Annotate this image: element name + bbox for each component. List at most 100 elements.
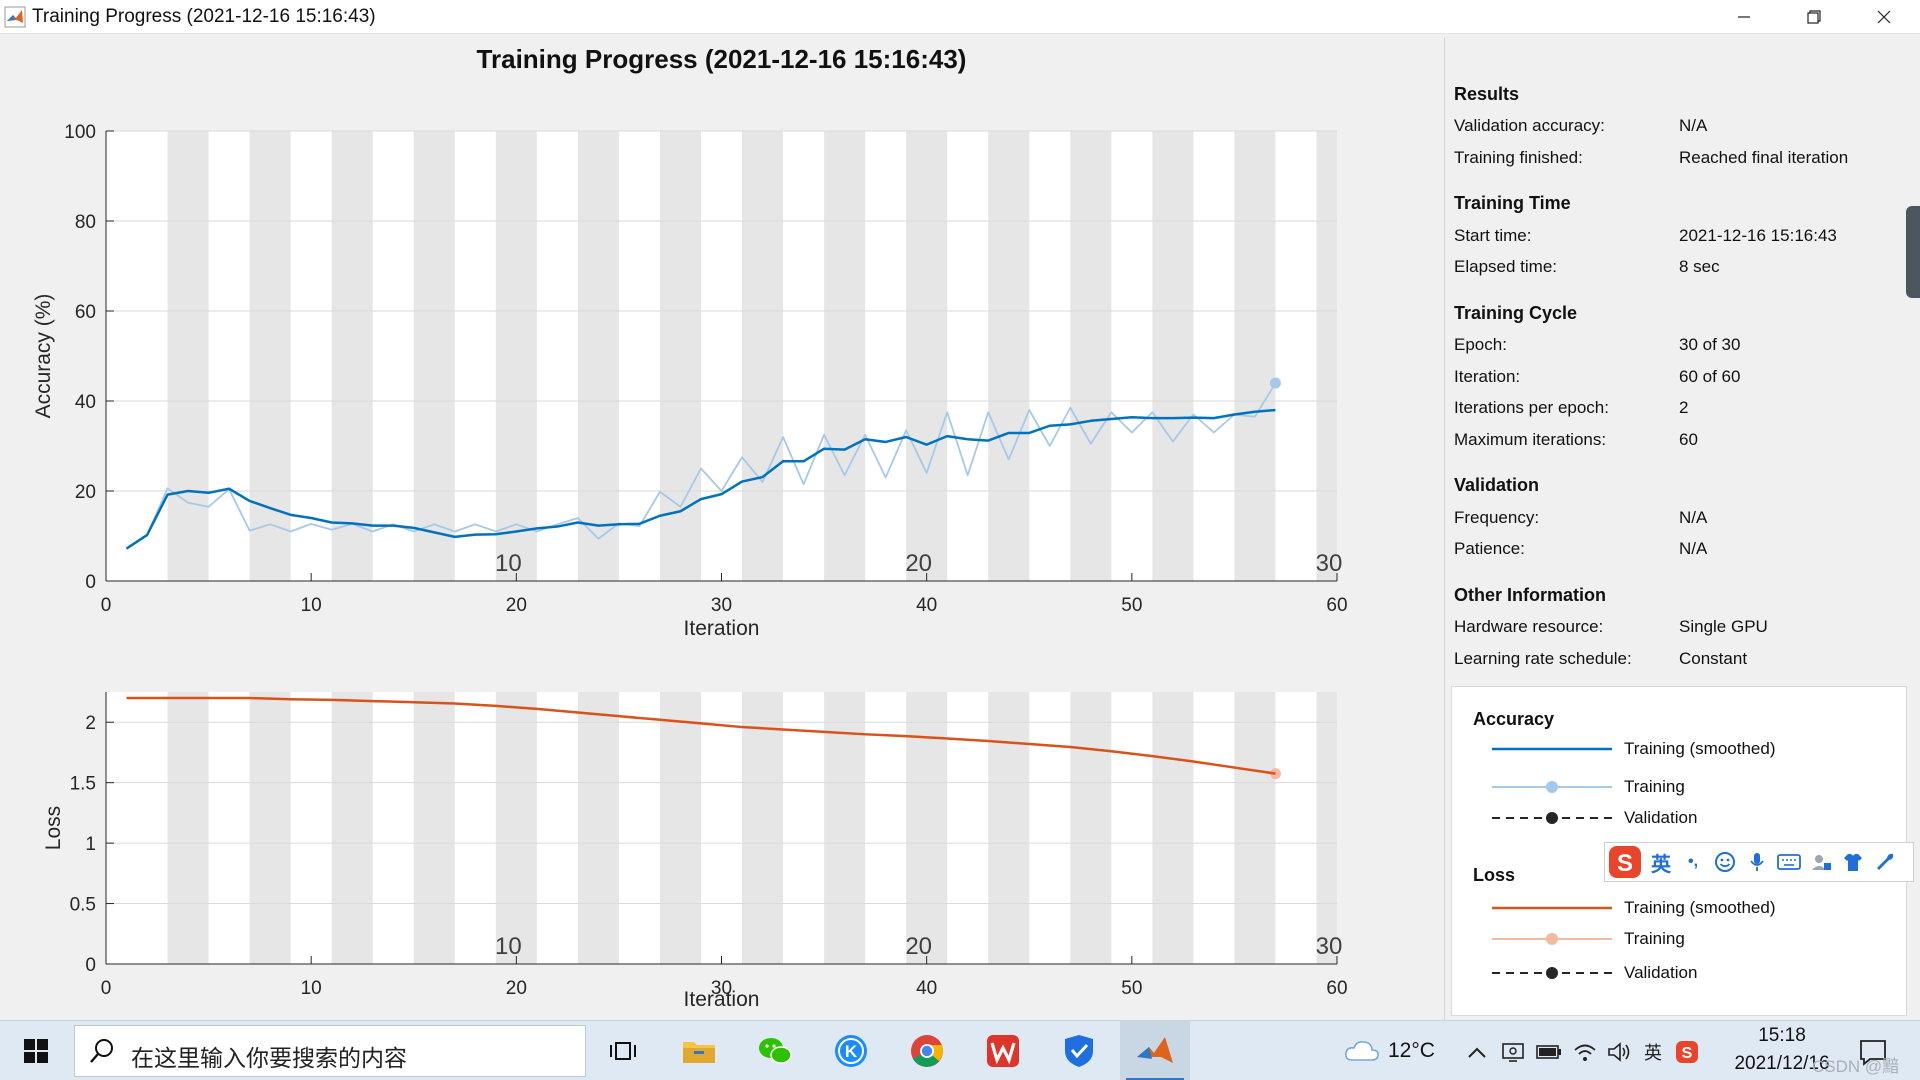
window-title: Training Progress (2021-12-16 15:16:43) [32, 6, 376, 27]
task-view-icon [610, 1042, 636, 1060]
loss-y-tick-label: 0 [85, 955, 96, 976]
minimize-icon [1738, 16, 1750, 18]
taskbar-app-chrome[interactable] [892, 1021, 962, 1080]
legend-accuracy-training: Training [1452, 773, 1908, 803]
clock[interactable]: 15:18 2021/12/16 [1712, 1025, 1852, 1075]
close-button[interactable] [1849, 0, 1919, 34]
legend-loss-validation: Validation [1452, 959, 1908, 989]
training-time-title: Training Time [1454, 193, 1571, 213]
task-view-button[interactable] [588, 1021, 658, 1080]
battery-icon[interactable] [1536, 1039, 1562, 1065]
legend-accuracy-title: Accuracy [1473, 709, 1555, 729]
loss-series-training-smoothed [126, 696, 1276, 775]
taskbar-search[interactable]: 在这里输入你要搜索的内容 [74, 1025, 586, 1077]
taskbar-app-wps[interactable] [968, 1021, 1038, 1080]
loss-y-tick-label: 0.5 [70, 895, 96, 916]
loss-x-tick-label: 40 [916, 978, 937, 999]
wifi-icon[interactable] [1572, 1039, 1598, 1065]
accuracy-y-tick-label: 40 [75, 392, 96, 413]
search-icon [90, 1039, 113, 1063]
accuracy-epoch-band [413, 131, 455, 581]
patience-value: N/A [1679, 539, 1708, 558]
close-icon [1877, 10, 1891, 24]
taskbar-app-kugou[interactable]: K [816, 1021, 886, 1080]
matlab-icon [4, 6, 26, 28]
tray-weather[interactable]: 12°C [1344, 1021, 1435, 1080]
display-icon[interactable] [1500, 1039, 1526, 1065]
learning-rate-schedule-value: Constant [1679, 649, 1748, 668]
legend-line-icon [1492, 747, 1612, 751]
legend-loss-smoothed: Training (smoothed) [1452, 894, 1908, 924]
maximum-iterations-value: 60 [1679, 430, 1698, 449]
accuracy-epoch-band [331, 131, 373, 581]
accuracy-y-tick-label: 100 [64, 122, 96, 143]
legend-loss-training-label: Training [1624, 929, 1685, 948]
watermark: CSDN @黯 [1812, 1057, 1900, 1076]
frequency-label: Frequency: [1454, 508, 1540, 527]
skin-icon[interactable] [1837, 846, 1869, 878]
start-button[interactable] [8, 1021, 64, 1080]
sogou-tray-icon[interactable]: S [1674, 1039, 1700, 1065]
volume-icon[interactable] [1606, 1039, 1632, 1065]
elapsed-time-value: 8 sec [1679, 257, 1720, 276]
svg-text:K: K [845, 1042, 858, 1061]
accuracy-x-tick-label: 60 [1326, 595, 1347, 616]
accuracy-last-point-marker [1269, 377, 1281, 389]
svg-text:S: S [1617, 850, 1633, 877]
window-titlebar: Training Progress (2021-12-16 15:16:43) [0, 0, 1920, 34]
user-icon[interactable] [1805, 846, 1837, 878]
microphone-icon[interactable] [1741, 846, 1773, 878]
ime-lang-toggle[interactable]: 英 [1651, 853, 1671, 876]
matlab-icon [1137, 1037, 1173, 1063]
accuracy-x-tick-label: 0 [101, 595, 112, 616]
accuracy-epoch-band [577, 131, 619, 581]
iteration-label: Iteration: [1454, 367, 1521, 386]
elapsed-time-label: Elapsed time: [1454, 257, 1557, 276]
taskbar-app-matlab[interactable] [1120, 1021, 1190, 1080]
accuracy-y-tick-label: 0 [85, 572, 96, 593]
accuracy-epoch-label: 20 [905, 550, 932, 577]
clock-time: 15:18 [1758, 1025, 1806, 1046]
windows-icon [24, 1039, 48, 1063]
patience-label: Patience: [1454, 539, 1525, 558]
chevron-up-icon[interactable] [1464, 1039, 1490, 1065]
loss-y-tick-label: 1.5 [70, 774, 96, 795]
other-information-title: Other Information [1454, 585, 1606, 605]
wps-icon [987, 1035, 1019, 1067]
accuracy-epoch-label: 10 [495, 550, 522, 577]
validation-accuracy-label: Validation accuracy: [1454, 116, 1605, 135]
emoji-icon[interactable] [1709, 846, 1741, 878]
taskbar-app-security[interactable] [1044, 1021, 1114, 1080]
accuracy-y-tick-label: 20 [75, 482, 96, 503]
legend-loss-training: Training [1452, 925, 1908, 955]
tray-lang-indicator[interactable]: 英 [1644, 1043, 1662, 1063]
loss-epoch-band [577, 692, 619, 964]
loss-epoch-band [331, 692, 373, 964]
notification-icon[interactable] [1858, 1037, 1888, 1067]
accuracy-x-tick-label: 40 [916, 595, 937, 616]
iterations-per-epoch-label: Iterations per epoch: [1454, 398, 1609, 417]
loss-x-axis-label: Iteration [684, 988, 760, 1011]
taskbar-app-wechat[interactable] [740, 1021, 810, 1080]
accuracy-y-tick-label: 60 [75, 302, 96, 323]
validation-accuracy-value: N/A [1679, 116, 1708, 135]
keyboard-icon[interactable] [1773, 846, 1805, 878]
accuracy-y-tick-label: 80 [75, 212, 96, 233]
wrench-icon[interactable] [1869, 846, 1901, 878]
loss-plot-background [106, 692, 1337, 964]
sogou-logo-icon[interactable]: S [1605, 842, 1645, 882]
loss-epoch-band [167, 692, 209, 964]
accuracy-epoch-band [1070, 131, 1112, 581]
loss-epoch-band [988, 692, 1030, 964]
minimize-button[interactable] [1709, 0, 1779, 34]
restore-button[interactable] [1779, 0, 1849, 34]
ime-punct-toggle[interactable]: •, [1687, 853, 1699, 870]
loss-epoch-label: 20 [905, 933, 932, 960]
restore-icon [1807, 10, 1821, 24]
scroll-handle[interactable] [1906, 206, 1920, 298]
accuracy-epoch-band [1152, 131, 1194, 581]
taskbar-app-explorer[interactable] [664, 1021, 734, 1080]
training-finished-value: Reached final iteration [1679, 148, 1849, 167]
